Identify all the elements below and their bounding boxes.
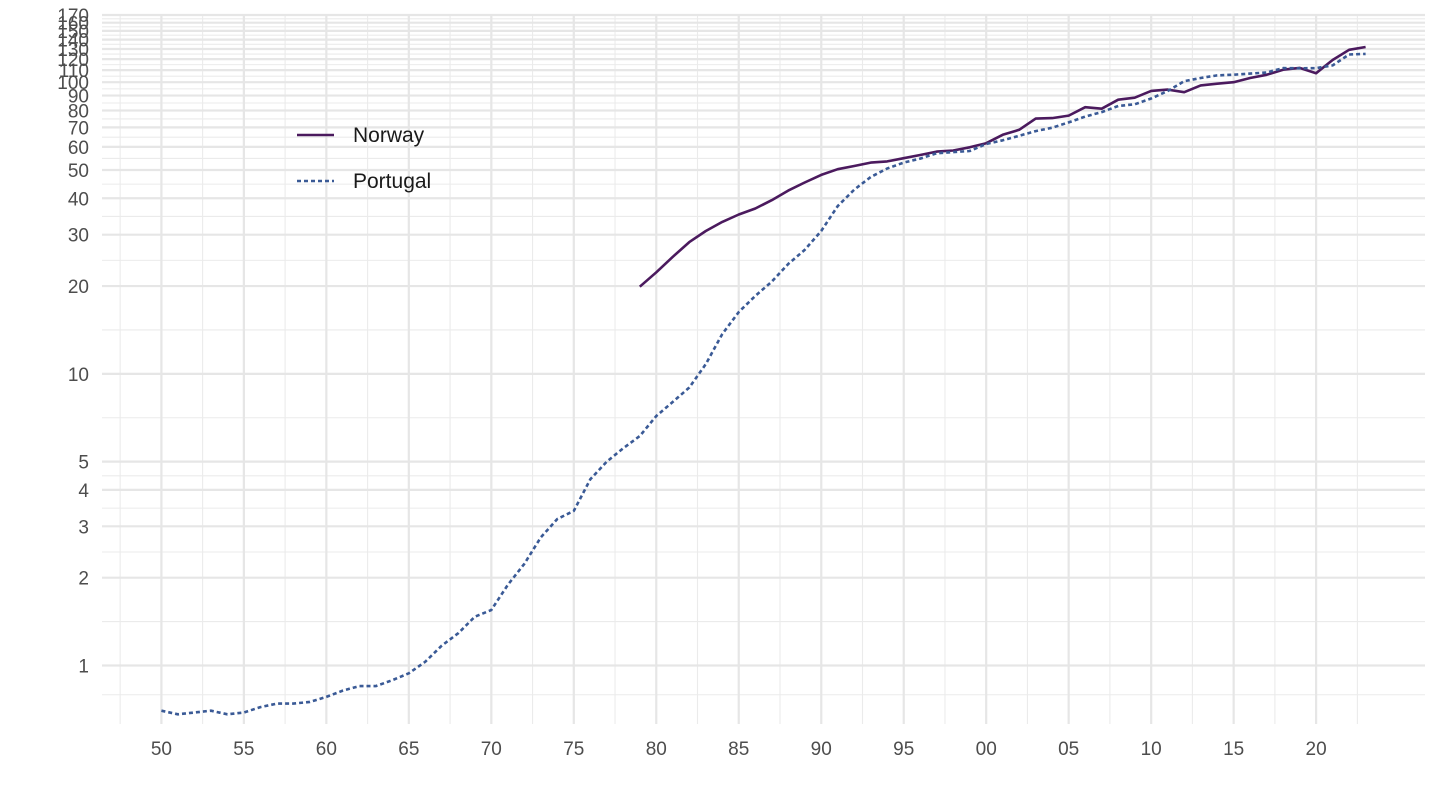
- x-tick-label: 90: [811, 739, 832, 760]
- x-tick-label: 95: [893, 739, 914, 760]
- y-tick-label: 170: [57, 6, 89, 27]
- y-tick-label: 140: [57, 31, 89, 52]
- series-layer: [161, 45, 1366, 716]
- x-tick-label: 80: [646, 739, 667, 760]
- grid-lines: [102, 13, 1425, 724]
- x-tick-label: 65: [398, 739, 419, 760]
- x-tick-label: 20: [1306, 739, 1327, 760]
- x-tick-label: 70: [481, 739, 502, 760]
- x-tick-label: 50: [151, 739, 172, 760]
- x-tick-label: 55: [233, 739, 254, 760]
- legend: Norway Portugal: [297, 124, 431, 193]
- legend-label-norway: Norway: [353, 124, 425, 147]
- y-tick-label: 160: [57, 14, 89, 35]
- y-tick-label: 150: [57, 22, 89, 43]
- y-axis: 1 2 3 4 5 10 20 30 40 506070809010011012013014015…: [57, 6, 89, 677]
- x-tick-label: 10: [1141, 739, 1162, 760]
- y-tick-label: 50: [68, 161, 89, 182]
- y-tick-label: 70: [68, 118, 89, 139]
- x-tick-label: 60: [316, 739, 337, 760]
- legend-label-portugal: Portugal: [353, 170, 431, 193]
- x-tick-label: 00: [976, 739, 997, 760]
- y-tick-label: 4: [78, 481, 89, 502]
- y-tick-label: 20: [68, 277, 89, 298]
- y-tick-label: 80: [68, 101, 89, 122]
- series-line-norway: [638, 45, 1366, 288]
- x-axis: 50 55 60 65 70 75 80 85 90 95 00 05 10 15 20: [151, 739, 1327, 760]
- x-tick-label: 75: [563, 739, 584, 760]
- y-tick-label: 10: [68, 365, 89, 386]
- x-tick-label: 15: [1223, 739, 1244, 760]
- y-tick-label: 2: [78, 569, 89, 590]
- y-tick-label: 40: [68, 189, 89, 210]
- y-tick-label: 5: [78, 453, 89, 474]
- series-line-portugal: [161, 52, 1366, 716]
- y-tick-label: 3: [78, 517, 89, 538]
- y-tick-label: 90: [68, 87, 89, 108]
- y-tick-label: 1: [78, 656, 89, 677]
- y-tick-label: 100: [57, 73, 89, 94]
- y-tick-label: 130: [57, 40, 89, 61]
- y-tick-label: 60: [68, 138, 89, 159]
- x-tick-label: 05: [1058, 739, 1079, 760]
- y-tick-label: 110: [59, 61, 89, 82]
- y-tick-label: 30: [68, 226, 89, 247]
- y-tick-label: 120: [57, 50, 89, 71]
- x-tick-label: 85: [728, 739, 749, 760]
